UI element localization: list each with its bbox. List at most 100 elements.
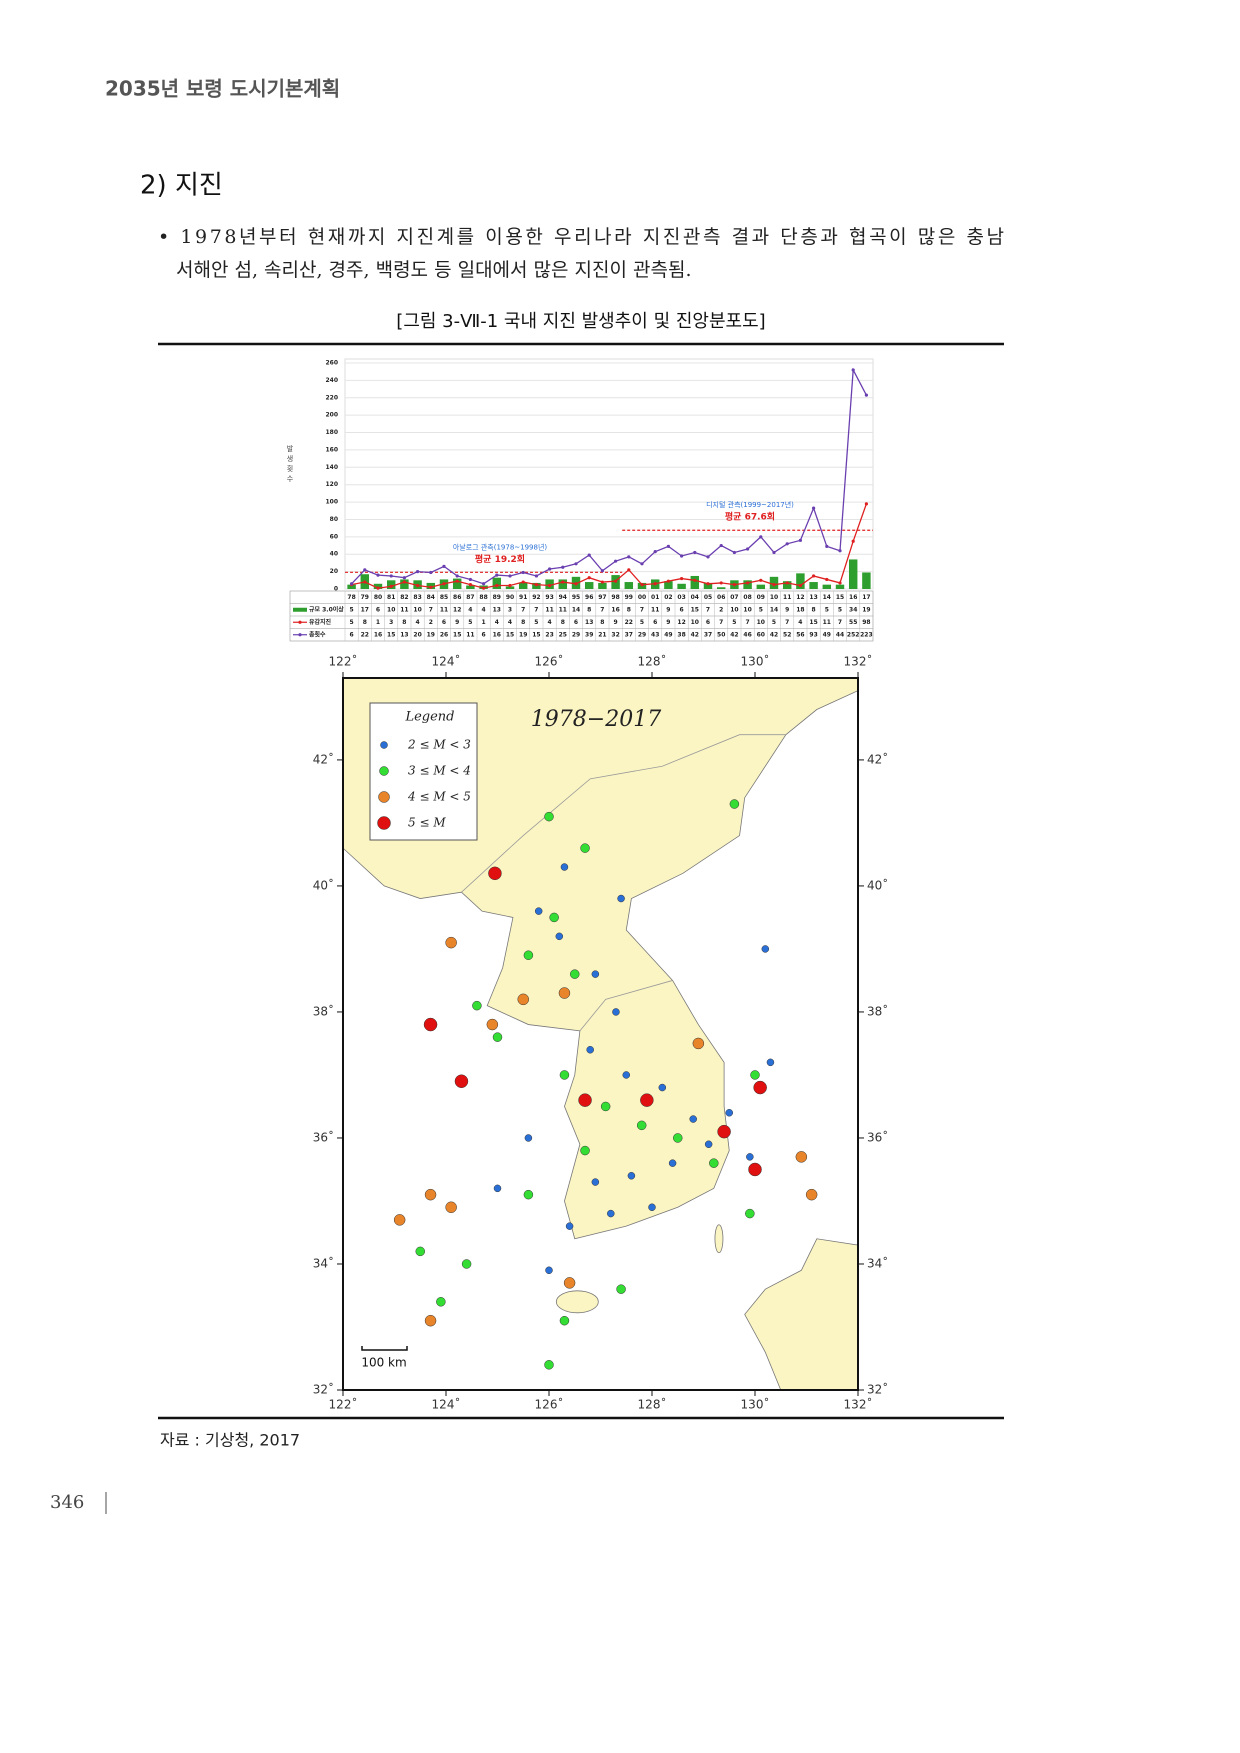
epicenter <box>627 1172 636 1180</box>
table-value: 8 <box>402 619 406 626</box>
table-value: 4 <box>798 619 802 626</box>
line-point <box>521 580 525 584</box>
line-point <box>376 586 380 590</box>
x-tick-label: 84 <box>427 594 435 601</box>
epicenter <box>523 950 534 960</box>
legend-swatch <box>298 620 302 624</box>
x-tick-label: 79 <box>361 594 369 601</box>
table-value: 9 <box>455 619 459 626</box>
table-value: 13 <box>400 631 408 638</box>
epicenter <box>725 1109 733 1117</box>
line-point <box>468 577 472 582</box>
line-point <box>416 583 420 588</box>
epicenter <box>424 1314 437 1327</box>
table-value: 16 <box>493 631 501 638</box>
epicenter-map: 122˚ 122˚ 124˚ 124˚ 126˚ 126˚ 128˚ 128˚ 130˚ 130˚… <box>313 654 889 1412</box>
epicenter <box>640 1093 654 1107</box>
x-tick-label: 78 <box>347 594 355 601</box>
line-point <box>838 549 842 553</box>
line-point <box>719 543 723 548</box>
epicenter <box>748 1162 762 1177</box>
line-point <box>495 573 499 577</box>
table-value: 15 <box>387 631 395 638</box>
bar <box>716 587 726 589</box>
bar <box>677 583 686 589</box>
epicenter <box>580 843 590 853</box>
epicenter <box>617 894 625 903</box>
map-frame <box>342 677 859 1391</box>
table-value: 37 <box>625 631 633 638</box>
legend-marker <box>379 766 389 776</box>
epicenter <box>746 1153 754 1161</box>
table-value: 5 <box>838 606 842 613</box>
table-value: 1 <box>376 619 380 626</box>
table-value: 11 <box>651 606 659 613</box>
x-tick-label: 92 <box>532 594 540 601</box>
line-point <box>864 502 869 506</box>
y-tick-label: 200 <box>325 412 338 419</box>
legend-label: 규모 3.0이상 <box>309 605 344 613</box>
x-tick-label: 124˚ <box>432 1397 461 1412</box>
line-point <box>482 586 486 590</box>
bar <box>862 572 871 589</box>
line-point <box>746 547 750 551</box>
y-tick-label: 260 <box>325 360 338 367</box>
table-value: 11 <box>823 619 831 626</box>
epicenter <box>559 1315 570 1326</box>
bar <box>664 581 673 589</box>
x-tick-label: 122˚ <box>329 654 358 669</box>
line-point <box>508 574 512 578</box>
epicenter <box>549 912 559 923</box>
table-value: 8 <box>521 619 525 626</box>
x-tick-label: 128˚ <box>638 654 667 669</box>
y-tick-label: 60 <box>330 533 338 540</box>
line-point <box>732 550 737 555</box>
table-value: 6 <box>706 619 710 626</box>
line-point <box>732 583 737 587</box>
y-tick-label: 140 <box>325 464 338 471</box>
epicenter <box>805 1188 818 1201</box>
table-value: 4 <box>508 619 512 626</box>
y-tick-label: 34˚ <box>313 1255 334 1270</box>
table-value: 39 <box>585 631 593 638</box>
line-point <box>402 580 406 584</box>
bar <box>822 584 832 589</box>
table-value: 50 <box>717 631 725 638</box>
epicenter <box>600 1101 611 1112</box>
line-point <box>706 582 710 586</box>
line-point <box>614 559 618 563</box>
table-value: 15 <box>453 631 461 638</box>
line-point <box>759 578 763 582</box>
table-value: 29 <box>572 631 580 638</box>
bar <box>796 573 805 589</box>
table-value: 56 <box>796 631 804 638</box>
table-value: 16 <box>611 606 619 613</box>
table-value: 23 <box>545 631 553 638</box>
epicenter <box>492 1032 503 1042</box>
x-tick-label: 93 <box>545 594 553 601</box>
table-value: 8 <box>600 619 604 626</box>
epicenter <box>704 1140 713 1149</box>
line-point <box>521 570 525 575</box>
y-tick-label: 100 <box>325 499 338 506</box>
x-tick-label: 03 <box>677 594 685 601</box>
line-point <box>416 570 420 574</box>
x-tick-label: 130˚ <box>741 654 770 669</box>
line-point <box>561 580 565 584</box>
epicenter <box>648 1203 656 1212</box>
epicenter <box>544 1360 554 1370</box>
epicenter <box>559 1070 570 1080</box>
table-value: 7 <box>706 606 710 613</box>
table-value: 7 <box>640 606 644 613</box>
table-value: 42 <box>770 631 778 638</box>
x-tick-label: 15 <box>836 594 844 601</box>
line-point <box>508 583 512 588</box>
x-tick-label: 91 <box>519 594 527 601</box>
line-point <box>812 506 816 510</box>
table-value: 19 <box>427 631 435 638</box>
line-point <box>574 562 578 566</box>
table-value: 11 <box>545 606 553 613</box>
table-value: 21 <box>598 631 606 638</box>
x-tick-label: 04 <box>691 594 699 601</box>
